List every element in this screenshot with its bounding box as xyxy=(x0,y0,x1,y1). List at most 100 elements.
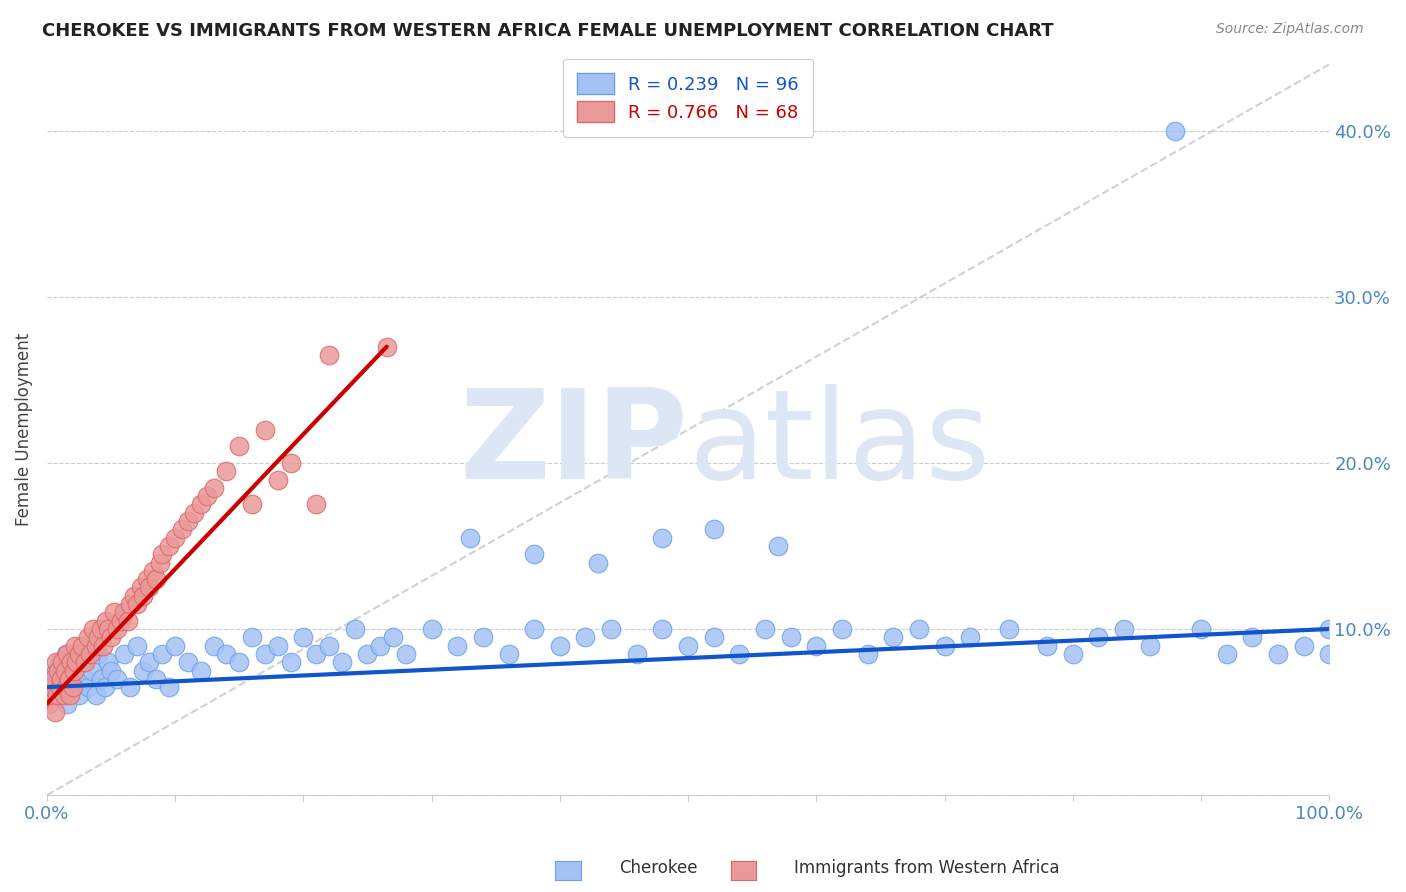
Point xyxy=(117,614,139,628)
Point xyxy=(42,672,65,686)
Point xyxy=(65,655,87,669)
Point xyxy=(44,705,66,719)
Point xyxy=(51,680,73,694)
Point xyxy=(471,630,494,644)
Point xyxy=(574,630,596,644)
Point xyxy=(53,664,76,678)
Point xyxy=(676,639,699,653)
Point xyxy=(150,547,173,561)
Point xyxy=(46,689,69,703)
Point xyxy=(56,697,79,711)
Point xyxy=(806,639,828,653)
Point xyxy=(1189,622,1212,636)
Y-axis label: Female Unemployment: Female Unemployment xyxy=(15,333,32,526)
Point xyxy=(382,630,405,644)
Point xyxy=(149,556,172,570)
Point xyxy=(305,497,328,511)
Point xyxy=(62,680,84,694)
Point xyxy=(728,647,751,661)
Point xyxy=(1215,647,1237,661)
Text: Cherokee: Cherokee xyxy=(619,859,697,877)
Point xyxy=(100,630,122,644)
Point xyxy=(305,647,328,661)
Point xyxy=(67,689,90,703)
Point xyxy=(90,672,112,686)
Point xyxy=(51,655,73,669)
Point xyxy=(626,647,648,661)
Point xyxy=(651,531,673,545)
Point xyxy=(120,597,142,611)
Point xyxy=(253,647,276,661)
Point xyxy=(132,664,155,678)
Point xyxy=(170,522,193,536)
Point xyxy=(190,497,212,511)
Point xyxy=(42,668,65,682)
Point xyxy=(46,689,69,703)
Point xyxy=(253,423,276,437)
Point xyxy=(138,655,160,669)
Point xyxy=(52,689,75,703)
Point xyxy=(59,689,82,703)
Point xyxy=(52,664,75,678)
Point xyxy=(150,647,173,661)
Legend: R = 0.239   N = 96, R = 0.766   N = 68: R = 0.239 N = 96, R = 0.766 N = 68 xyxy=(562,59,813,136)
Point xyxy=(145,672,167,686)
Point xyxy=(523,622,546,636)
Point xyxy=(38,697,60,711)
Point xyxy=(39,675,62,690)
Point xyxy=(934,639,956,653)
Point xyxy=(48,664,70,678)
Point xyxy=(142,564,165,578)
Point xyxy=(80,664,103,678)
Point xyxy=(48,672,70,686)
Point xyxy=(157,539,180,553)
Point xyxy=(908,622,931,636)
Point xyxy=(59,672,82,686)
Point xyxy=(458,531,481,545)
Point xyxy=(754,622,776,636)
Point xyxy=(84,639,107,653)
Point xyxy=(135,572,157,586)
Point xyxy=(77,680,100,694)
Point xyxy=(77,630,100,644)
Point xyxy=(100,664,122,678)
Point xyxy=(125,639,148,653)
Point xyxy=(195,489,218,503)
Point xyxy=(202,639,225,653)
Point xyxy=(56,647,79,661)
Point xyxy=(94,614,117,628)
Point xyxy=(343,622,366,636)
Point xyxy=(41,680,63,694)
Point xyxy=(267,473,290,487)
Point xyxy=(766,539,789,553)
Point xyxy=(112,606,135,620)
Point xyxy=(1241,630,1264,644)
Point xyxy=(997,622,1019,636)
Point xyxy=(48,680,70,694)
Point xyxy=(63,639,86,653)
Point xyxy=(292,630,315,644)
Point xyxy=(97,655,120,669)
Point xyxy=(49,672,72,686)
Point xyxy=(165,531,187,545)
Point xyxy=(318,639,340,653)
Point xyxy=(498,647,520,661)
Point xyxy=(1292,639,1315,653)
Point xyxy=(1062,647,1084,661)
Point xyxy=(215,647,238,661)
Point xyxy=(831,622,853,636)
Point xyxy=(125,597,148,611)
Point xyxy=(375,340,398,354)
Point xyxy=(215,464,238,478)
Point xyxy=(356,647,378,661)
Point xyxy=(177,514,200,528)
Point xyxy=(129,581,152,595)
Point xyxy=(703,630,725,644)
Point xyxy=(44,680,66,694)
Text: CHEROKEE VS IMMIGRANTS FROM WESTERN AFRICA FEMALE UNEMPLOYMENT CORRELATION CHART: CHEROKEE VS IMMIGRANTS FROM WESTERN AFRI… xyxy=(42,22,1054,40)
Text: Immigrants from Western Africa: Immigrants from Western Africa xyxy=(794,859,1060,877)
Point xyxy=(63,664,86,678)
Point xyxy=(97,622,120,636)
Point xyxy=(1036,639,1059,653)
Point xyxy=(82,622,104,636)
